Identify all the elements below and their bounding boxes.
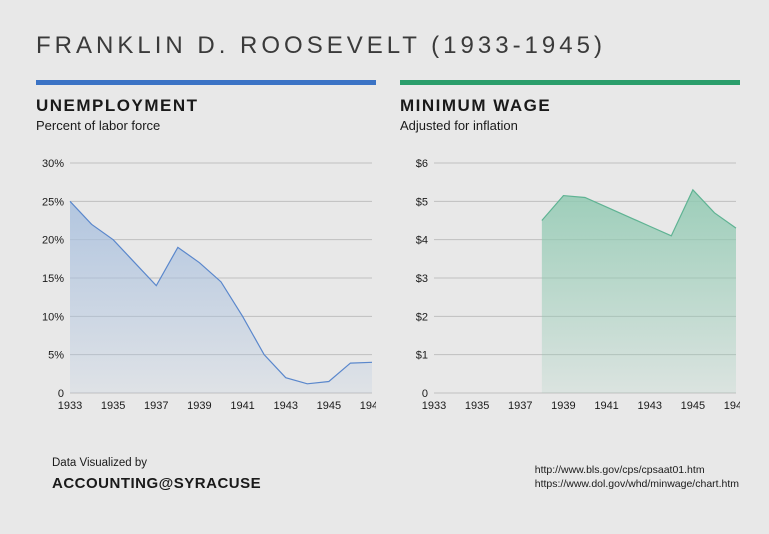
svg-text:1933: 1933: [422, 400, 446, 412]
svg-text:5%: 5%: [48, 350, 64, 362]
svg-text:1939: 1939: [187, 400, 211, 412]
chart-unemployment: UNEMPLOYMENT Percent of labor force 0 5% 1…: [36, 96, 376, 415]
accent-bar-minwage: [400, 80, 740, 85]
chart-subtitle-unemployment: Percent of labor force: [36, 118, 376, 133]
credit-brand: ACCOUNTING@SYRACUSE: [52, 475, 261, 492]
svg-text:$3: $3: [416, 273, 428, 285]
source-url: https://www.dol.gov/whd/minwage/chart.ht…: [535, 477, 739, 492]
source-url: http://www.bls.gov/cps/cpsaat01.htm: [535, 463, 739, 478]
svg-text:1943: 1943: [273, 400, 297, 412]
svg-text:1941: 1941: [594, 400, 618, 412]
svg-text:1935: 1935: [465, 400, 489, 412]
svg-text:10%: 10%: [42, 311, 64, 323]
svg-text:0: 0: [58, 388, 64, 400]
svg-text:30%: 30%: [42, 158, 64, 170]
accent-bar-unemployment: [36, 80, 376, 85]
credit-top: Data Visualized by: [52, 457, 261, 469]
svg-text:1937: 1937: [508, 400, 532, 412]
svg-text:20%: 20%: [42, 235, 64, 247]
svg-text:1945: 1945: [681, 400, 705, 412]
svg-text:$1: $1: [416, 350, 428, 362]
svg-text:1935: 1935: [101, 400, 125, 412]
svg-text:1939: 1939: [551, 400, 575, 412]
chart-title-minwage: MINIMUM WAGE: [400, 96, 740, 116]
svg-text:1947: 1947: [724, 400, 740, 412]
chart-svg-unemployment: 0 5% 10% 15% 20% 25% 30% 1933 1935 1937 1939 1941 19…: [36, 155, 376, 415]
svg-text:$5: $5: [416, 196, 428, 208]
chart-minwage: MINIMUM WAGE Adjusted for inflation 0 $1 $…: [400, 96, 740, 415]
svg-text:$2: $2: [416, 311, 428, 323]
svg-text:25%: 25%: [42, 196, 64, 208]
svg-text:1933: 1933: [58, 400, 82, 412]
svg-text:1937: 1937: [144, 400, 168, 412]
svg-text:15%: 15%: [42, 273, 64, 285]
svg-text:1947: 1947: [360, 400, 376, 412]
chart-title-unemployment: UNEMPLOYMENT: [36, 96, 376, 116]
svg-text:1943: 1943: [637, 400, 661, 412]
chart-subtitle-minwage: Adjusted for inflation: [400, 118, 740, 133]
svg-text:1941: 1941: [230, 400, 254, 412]
svg-text:$4: $4: [416, 235, 428, 247]
svg-text:$6: $6: [416, 158, 428, 170]
svg-text:1945: 1945: [317, 400, 341, 412]
svg-text:0: 0: [422, 388, 428, 400]
page-title: FRANKLIN D. ROOSEVELT (1933-1945): [36, 32, 606, 60]
sources: http://www.bls.gov/cps/cpsaat01.htm http…: [535, 463, 739, 492]
chart-svg-minwage: 0 $1 $2 $3 $4 $5 $6 1933 1935 1937 1939 1941 1943 194…: [400, 155, 740, 415]
footer-credit: Data Visualized by ACCOUNTING@SYRACUSE: [52, 457, 261, 492]
